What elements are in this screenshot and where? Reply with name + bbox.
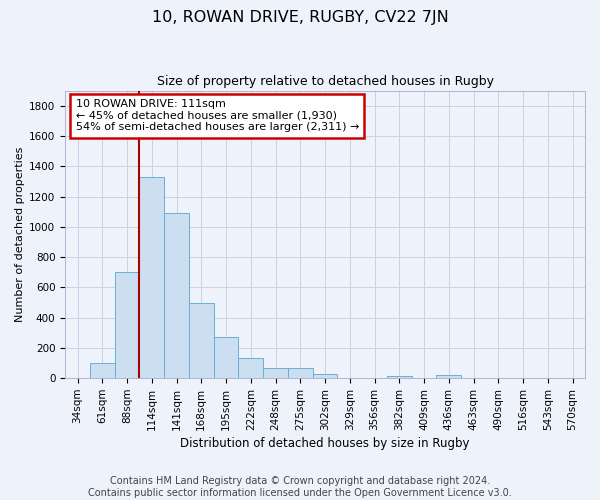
Text: 10, ROWAN DRIVE, RUGBY, CV22 7JN: 10, ROWAN DRIVE, RUGBY, CV22 7JN <box>152 10 448 25</box>
Bar <box>90 363 115 378</box>
Bar <box>436 375 461 378</box>
Bar <box>288 368 313 378</box>
X-axis label: Distribution of detached houses by size in Rugby: Distribution of detached houses by size … <box>181 437 470 450</box>
Bar <box>139 177 164 378</box>
Bar <box>387 376 412 378</box>
Text: 10 ROWAN DRIVE: 111sqm
← 45% of detached houses are smaller (1,930)
54% of semi-: 10 ROWAN DRIVE: 111sqm ← 45% of detached… <box>76 99 359 132</box>
Title: Size of property relative to detached houses in Rugby: Size of property relative to detached ho… <box>157 75 494 88</box>
Bar <box>214 336 238 378</box>
Bar <box>313 374 337 378</box>
Text: Contains HM Land Registry data © Crown copyright and database right 2024.
Contai: Contains HM Land Registry data © Crown c… <box>88 476 512 498</box>
Bar <box>164 213 189 378</box>
Bar <box>115 272 139 378</box>
Bar <box>238 358 263 378</box>
Bar <box>263 368 288 378</box>
Y-axis label: Number of detached properties: Number of detached properties <box>15 146 25 322</box>
Bar <box>189 302 214 378</box>
